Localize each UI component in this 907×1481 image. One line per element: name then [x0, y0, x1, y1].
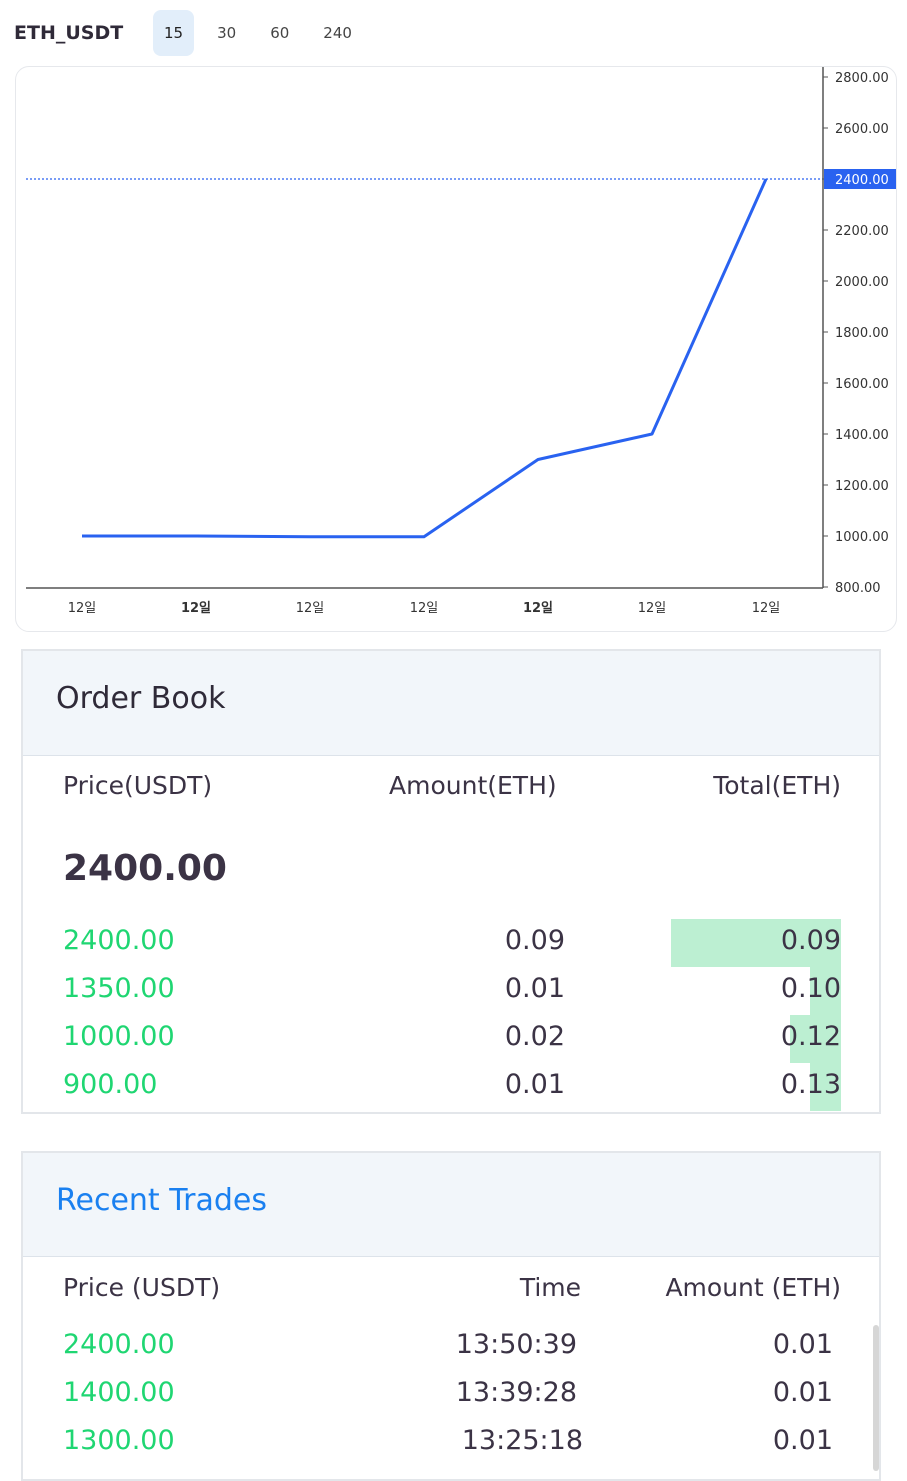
- col-header-trade-time: Time: [519, 1273, 581, 1302]
- recent-trades-scrollbar[interactable]: [873, 1325, 879, 1471]
- col-header-amount: Amount(ETH): [389, 771, 557, 800]
- col-header-price: Price(USDT): [63, 771, 213, 800]
- depth-bar: [810, 1063, 841, 1111]
- y-tick-label: 1800.00: [835, 326, 889, 341]
- order-price: 2400.00: [63, 925, 175, 956]
- trade-price: 2400.00: [63, 1329, 175, 1360]
- y-tick-label: 2200.00: [835, 224, 889, 239]
- trade-amount: 0.01: [772, 1329, 833, 1360]
- order-amount: 0.01: [504, 973, 565, 1004]
- y-tick-label: 1400.00: [835, 428, 889, 443]
- trade-time: 13:39:28: [455, 1377, 577, 1408]
- interval-240-button[interactable]: 240: [323, 24, 352, 42]
- x-tick-label: 12일: [68, 601, 97, 616]
- x-tick-label: 12일: [752, 601, 781, 616]
- interval-30-button[interactable]: 30: [217, 24, 237, 42]
- order-total: 0.10: [780, 973, 841, 1004]
- trade-row[interactable]: 1400.00 13:39:28 0.01: [23, 1371, 879, 1419]
- recent-trades-title[interactable]: Recent Trades: [56, 1183, 267, 1218]
- last-price-badge: [824, 169, 896, 189]
- order-price: 1000.00: [63, 1021, 175, 1052]
- order-total: 0.09: [780, 925, 841, 956]
- recent-trades-header: Recent Trades: [23, 1153, 879, 1257]
- market-symbol: ETH_USDT: [14, 22, 124, 44]
- order-total: 0.13: [780, 1069, 841, 1100]
- interval-15-button[interactable]: 15: [153, 10, 195, 56]
- order-row[interactable]: 1350.00 0.01 0.10: [23, 967, 879, 1015]
- order-book-header: Order Book: [23, 651, 879, 756]
- x-tick-label: 12일: [523, 601, 553, 616]
- x-tick-label: 12일: [410, 601, 439, 616]
- top-bar: ETH_USDT 15 30 60 240: [0, 0, 907, 66]
- order-price: 1350.00: [63, 973, 175, 1004]
- order-row[interactable]: 900.00 0.01 0.13: [23, 1063, 879, 1111]
- x-tick-label: 12일: [181, 601, 211, 616]
- order-price: 900.00: [63, 1069, 158, 1100]
- depth-bar: [671, 919, 841, 967]
- depth-bar: [790, 1015, 841, 1063]
- interval-60-button[interactable]: 60: [270, 24, 290, 42]
- col-header-trade-price: Price (USDT): [63, 1273, 221, 1302]
- trade-time: 13:25:18: [461, 1425, 583, 1456]
- order-amount: 0.09: [504, 925, 565, 956]
- y-tick-label: 1000.00: [835, 530, 889, 545]
- recent-trades-panel: Recent Trades Price (USDT) Time Amount (…: [21, 1151, 881, 1481]
- order-total: 0.12: [780, 1021, 841, 1052]
- current-price: 2400.00: [63, 848, 227, 889]
- y-tick-label: 1600.00: [835, 377, 889, 392]
- trade-row[interactable]: 2400.00 13:50:39 0.01: [23, 1323, 879, 1371]
- price-chart-card[interactable]: 2800.00 2600.00 2400.00 2200.00 2000.00 1800.…: [15, 66, 897, 632]
- trade-price: 1300.00: [63, 1425, 175, 1456]
- y-tick-label: 2800.00: [835, 71, 889, 86]
- x-tick-label: 12일: [638, 601, 667, 616]
- order-book-panel: Order Book Price(USDT) Amount(ETH) Total…: [21, 649, 881, 1114]
- depth-bar: [810, 967, 841, 1015]
- trade-time: 13:50:39: [455, 1329, 577, 1360]
- order-amount: 0.02: [504, 1021, 565, 1052]
- price-chart[interactable]: 2800.00 2600.00 2400.00 2200.00 2000.00 1800.…: [16, 67, 897, 632]
- last-price-badge-label: 2400.00: [835, 173, 889, 188]
- col-header-total: Total(ETH): [713, 771, 841, 800]
- order-amount: 0.01: [504, 1069, 565, 1100]
- col-header-trade-amount: Amount (ETH): [665, 1273, 841, 1302]
- trade-row[interactable]: 1300.00 13:25:18 0.01: [23, 1419, 879, 1467]
- y-tick-label: 1200.00: [835, 479, 889, 494]
- price-series-line: [82, 178, 768, 539]
- trade-amount: 0.01: [772, 1425, 833, 1456]
- y-tick-label: 2000.00: [835, 275, 889, 290]
- y-tick-label: 2600.00: [835, 122, 889, 137]
- order-book-title: Order Book: [56, 681, 226, 716]
- trade-price: 1400.00: [63, 1377, 175, 1408]
- order-row[interactable]: 1000.00 0.02 0.12: [23, 1015, 879, 1063]
- interval-selector: 15 30 60 240: [153, 10, 375, 56]
- order-row[interactable]: 2400.00 0.09 0.09: [23, 919, 879, 967]
- y-tick-label: 800.00: [835, 581, 881, 596]
- x-tick-label: 12일: [296, 601, 325, 616]
- trade-amount: 0.01: [772, 1377, 833, 1408]
